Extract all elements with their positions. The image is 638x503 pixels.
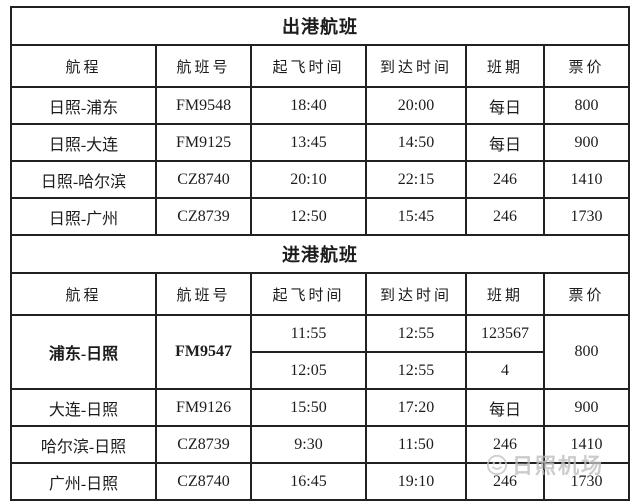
- dep-time-cell: 11:55: [250, 314, 367, 353]
- schedule-cell: 每日: [465, 388, 545, 427]
- price-cell: 800: [543, 314, 630, 390]
- route-cell: 大连-日照: [10, 388, 157, 427]
- column-header-dep-time: 起飞时间: [250, 272, 367, 316]
- route-cell: 哈尔滨-日照: [10, 425, 157, 464]
- arr-time-cell: 22:15: [365, 160, 467, 199]
- arr-time-cell: 14:50: [365, 123, 467, 162]
- route-cell: 日照-哈尔滨: [10, 160, 157, 199]
- table-row: 日照-哈尔滨 CZ8740 20:10 22:15 246 1410: [10, 160, 630, 199]
- flight-schedule-table: 出港航班 航程 航班号 起飞时间 到达时间 班期 票价 日照-浦东 FM9548 18:40 20:…: [10, 6, 630, 501]
- arr-time-cell: 12:55: [365, 314, 467, 353]
- price-cell: 1730: [543, 197, 630, 236]
- schedule-cell: 246: [465, 160, 545, 199]
- column-header-schedule: 班期: [465, 272, 545, 316]
- route-cell: 日照-浦东: [10, 86, 157, 125]
- column-header-schedule: 班期: [465, 44, 545, 88]
- column-header-price: 票价: [543, 272, 630, 316]
- table-row: 日照-浦东 FM9548 18:40 20:00 每日 800: [10, 86, 630, 125]
- arr-time-cell: 12:55: [365, 351, 467, 390]
- column-header-route: 航程: [10, 272, 157, 316]
- route-cell: 广州-日照: [10, 462, 157, 501]
- flight-no-cell: FM9548: [155, 86, 252, 125]
- price-cell: 900: [543, 388, 630, 427]
- table-row: 大连-日照 FM9126 15:50 17:20 每日 900: [10, 388, 630, 427]
- dep-time-cell: 13:45: [250, 123, 367, 162]
- section-title-0: 出港航班: [10, 6, 630, 46]
- column-header-price: 票价: [543, 44, 630, 88]
- column-header-arr-time: 到达时间: [365, 44, 467, 88]
- flight-no-cell: CZ8740: [155, 462, 252, 501]
- table-row: 日照-大连 FM9125 13:45 14:50 每日 900: [10, 123, 630, 162]
- schedule-cell: 每日: [465, 123, 545, 162]
- schedule-cell: 246: [465, 425, 545, 464]
- price-cell: 1410: [543, 425, 630, 464]
- arr-time-cell: 17:20: [365, 388, 467, 427]
- dep-time-cell: 18:40: [250, 86, 367, 125]
- flight-table-body: 出港航班 航程 航班号 起飞时间 到达时间 班期 票价 日照-浦东 FM9548 18:40 20:…: [10, 6, 630, 501]
- dep-time-cell: 20:10: [250, 160, 367, 199]
- section-title-1: 进港航班: [10, 234, 630, 274]
- table-row: 12:05 12:55 4: [11, 351, 629, 390]
- column-header-dep-time: 起飞时间: [250, 44, 367, 88]
- column-header-flight-no: 航班号: [155, 44, 252, 88]
- arr-time-cell: 15:45: [365, 197, 467, 236]
- price-cell: 1410: [543, 160, 630, 199]
- schedule-cell: 246: [465, 197, 545, 236]
- flight-no-cell: CZ8739: [155, 425, 252, 464]
- arr-time-cell: 20:00: [365, 86, 467, 125]
- dep-time-cell: 12:05: [250, 351, 367, 390]
- schedule-cell: 每日: [465, 86, 545, 125]
- column-header-route: 航程: [10, 44, 157, 88]
- flight-no-cell: CZ8740: [155, 160, 252, 199]
- price-cell: 1730: [543, 462, 630, 501]
- schedule-cell: 246: [465, 462, 545, 501]
- price-cell: 800: [543, 86, 630, 125]
- flight-no-cell: FM9125: [155, 123, 252, 162]
- route-cell: 日照-广州: [10, 197, 157, 236]
- flight-no-cell: FM9547: [155, 314, 252, 390]
- table-row: 哈尔滨-日照 CZ8739 9:30 11:50 246 1410: [10, 425, 630, 464]
- route-cell: 日照-大连: [10, 123, 157, 162]
- dep-time-cell: 9:30: [250, 425, 367, 464]
- table-row: 浦东-日照 FM9547 11:55 12:55 123567 800: [10, 314, 630, 390]
- route-cell: 浦东-日照: [10, 314, 157, 390]
- arr-time-cell: 19:10: [365, 462, 467, 501]
- price-cell: 900: [543, 123, 630, 162]
- dep-time-cell: 15:50: [250, 388, 367, 427]
- flight-no-cell: FM9126: [155, 388, 252, 427]
- column-header-arr-time: 到达时间: [365, 272, 467, 316]
- arr-time-cell: 11:50: [365, 425, 467, 464]
- dep-time-cell: 12:50: [250, 197, 367, 236]
- dep-time-cell: 16:45: [250, 462, 367, 501]
- schedule-cell: 123567: [465, 314, 545, 353]
- schedule-cell: 4: [465, 351, 545, 390]
- table-row: 日照-广州 CZ8739 12:50 15:45 246 1730: [10, 197, 630, 236]
- table-row: 广州-日照 CZ8740 16:45 19:10 246 1730: [10, 462, 630, 501]
- flight-no-cell: CZ8739: [155, 197, 252, 236]
- column-header-flight-no: 航班号: [155, 272, 252, 316]
